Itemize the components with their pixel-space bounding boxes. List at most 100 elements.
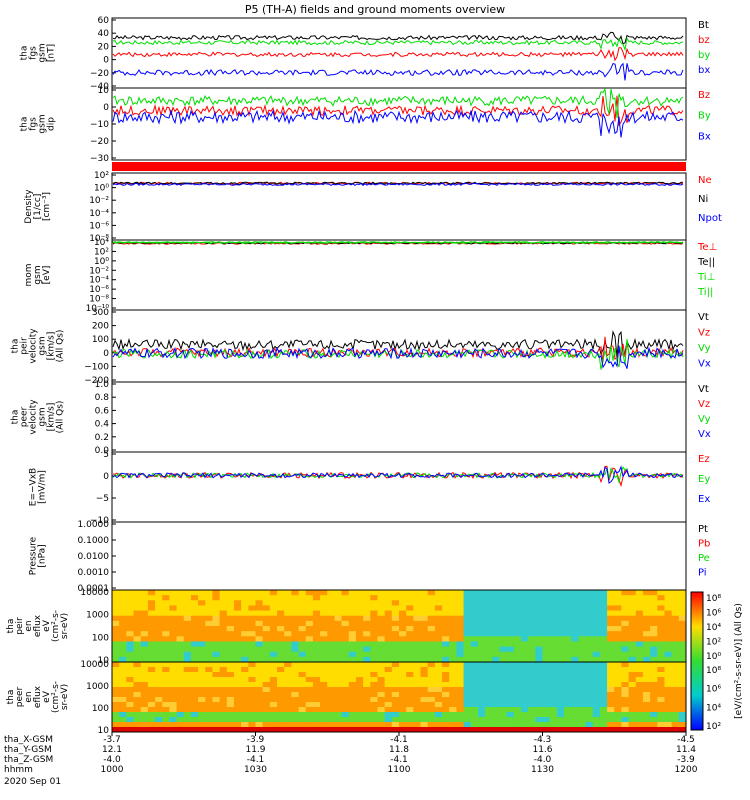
spectro-cell xyxy=(492,672,500,678)
colorbar-tick: 10⁶ xyxy=(706,685,721,695)
spectro-cell xyxy=(169,595,178,601)
panel-ylabel: thafgsgsmdip xyxy=(20,114,57,133)
spectro-cell xyxy=(341,641,350,648)
spectro-cell xyxy=(284,672,292,678)
spectro-cell xyxy=(571,727,579,733)
spectro-cell xyxy=(140,626,149,632)
spectro-cell xyxy=(248,656,256,663)
spectro-cell xyxy=(499,687,508,693)
spectro-cell xyxy=(477,610,486,617)
spectro-cell xyxy=(147,712,156,718)
spectro-cell xyxy=(420,692,429,698)
spectro-cell xyxy=(463,595,472,601)
spectro-cell xyxy=(614,626,622,632)
series-line-fgs_gsm_dip-0 xyxy=(112,95,684,127)
spectro-cell xyxy=(112,615,120,622)
spectro-cell xyxy=(420,677,429,683)
spectro-cell xyxy=(477,667,486,673)
spectro-cell xyxy=(119,615,127,622)
spectro-cell xyxy=(226,672,235,678)
spectro-cell xyxy=(434,702,443,708)
spectro-cell xyxy=(485,707,493,713)
spectro-cell xyxy=(499,707,508,713)
spectro-cell xyxy=(549,722,558,728)
spectro-cell xyxy=(549,615,558,622)
spectro-cell xyxy=(406,641,414,648)
y-tick-label: 10000 xyxy=(80,660,109,670)
spectro-cell xyxy=(621,727,630,733)
spectro-cell xyxy=(635,687,644,693)
spectro-cell xyxy=(499,656,508,663)
spectro-cell xyxy=(485,636,493,642)
spectro-cell xyxy=(607,631,615,637)
panel-ylabel: thapeirenefluxeV(cm²-s-sr-eV) xyxy=(6,610,70,642)
spectro-cell xyxy=(513,677,522,683)
spectro-cell xyxy=(226,722,235,728)
spectro-cell xyxy=(198,667,206,673)
spectro-cell xyxy=(320,595,328,601)
spectro-cell xyxy=(226,620,235,627)
spectro-cell xyxy=(528,626,536,632)
spectro-cell xyxy=(599,697,608,703)
y-tick-label: 0 xyxy=(103,349,109,359)
spectro-cell xyxy=(628,722,637,728)
spectro-cell xyxy=(341,595,350,601)
spectro-cell xyxy=(370,651,378,658)
spectro-cell xyxy=(334,636,343,642)
spectro-cell xyxy=(506,727,515,733)
spectro-cell xyxy=(169,605,178,612)
spectro-cell xyxy=(571,717,579,723)
spectro-cell xyxy=(133,651,142,658)
spectro-cell xyxy=(657,605,665,612)
spectro-cell xyxy=(678,631,687,637)
spectro-cell xyxy=(205,667,213,673)
spectro-cell xyxy=(578,656,587,663)
spectro-cell xyxy=(657,712,665,718)
spectro-cell xyxy=(190,600,199,606)
spectro-cell xyxy=(219,707,228,713)
spectro-cell xyxy=(406,687,414,693)
spectro-cell xyxy=(592,656,601,663)
spectro-cell xyxy=(269,600,278,606)
spectro-cell xyxy=(162,605,170,612)
legend-peir_velocity-2: Vy xyxy=(698,343,711,354)
spectro-cell xyxy=(549,662,558,668)
spectro-cell xyxy=(363,717,371,723)
spectro-cell xyxy=(262,646,271,653)
spectro-cell xyxy=(492,610,500,617)
spectro-cell xyxy=(492,595,500,601)
spectro-cell xyxy=(599,692,608,698)
colorbar-tick: 10⁴ xyxy=(706,623,721,633)
spectro-cell xyxy=(320,672,328,678)
spectro-cell xyxy=(549,672,558,678)
spectro-cell xyxy=(420,641,429,648)
spectro-cell xyxy=(470,620,479,627)
spectro-cell xyxy=(355,605,364,612)
spectro-cell xyxy=(391,631,400,637)
spectro-cell xyxy=(126,662,135,668)
spectro-cell xyxy=(528,641,536,648)
spectro-cell xyxy=(628,727,637,733)
spectro-cell xyxy=(126,656,135,663)
y-tick-label: 10 xyxy=(98,86,110,96)
spectro-cell xyxy=(355,651,364,658)
spectro-cell xyxy=(212,620,221,627)
spectro-cell xyxy=(499,631,508,637)
spectro-cell xyxy=(485,651,493,658)
spectro-cell xyxy=(628,712,637,718)
spectro-cell xyxy=(506,590,515,596)
spectro-cell xyxy=(341,692,350,698)
spectro-cell xyxy=(470,727,479,733)
spectro-cell xyxy=(520,605,529,612)
spectro-cell xyxy=(155,717,163,723)
spectro-cell xyxy=(542,677,551,683)
spectro-cell xyxy=(535,641,543,648)
spectro-cell xyxy=(513,590,522,596)
spectro-cell xyxy=(406,595,414,601)
spectro-cell xyxy=(241,626,249,632)
spectro-cell xyxy=(678,626,687,632)
spectro-cell xyxy=(635,656,644,663)
spectro-cell xyxy=(607,667,615,673)
y-tick-label: 0.0 xyxy=(95,446,110,456)
spectro-cell xyxy=(571,677,579,683)
